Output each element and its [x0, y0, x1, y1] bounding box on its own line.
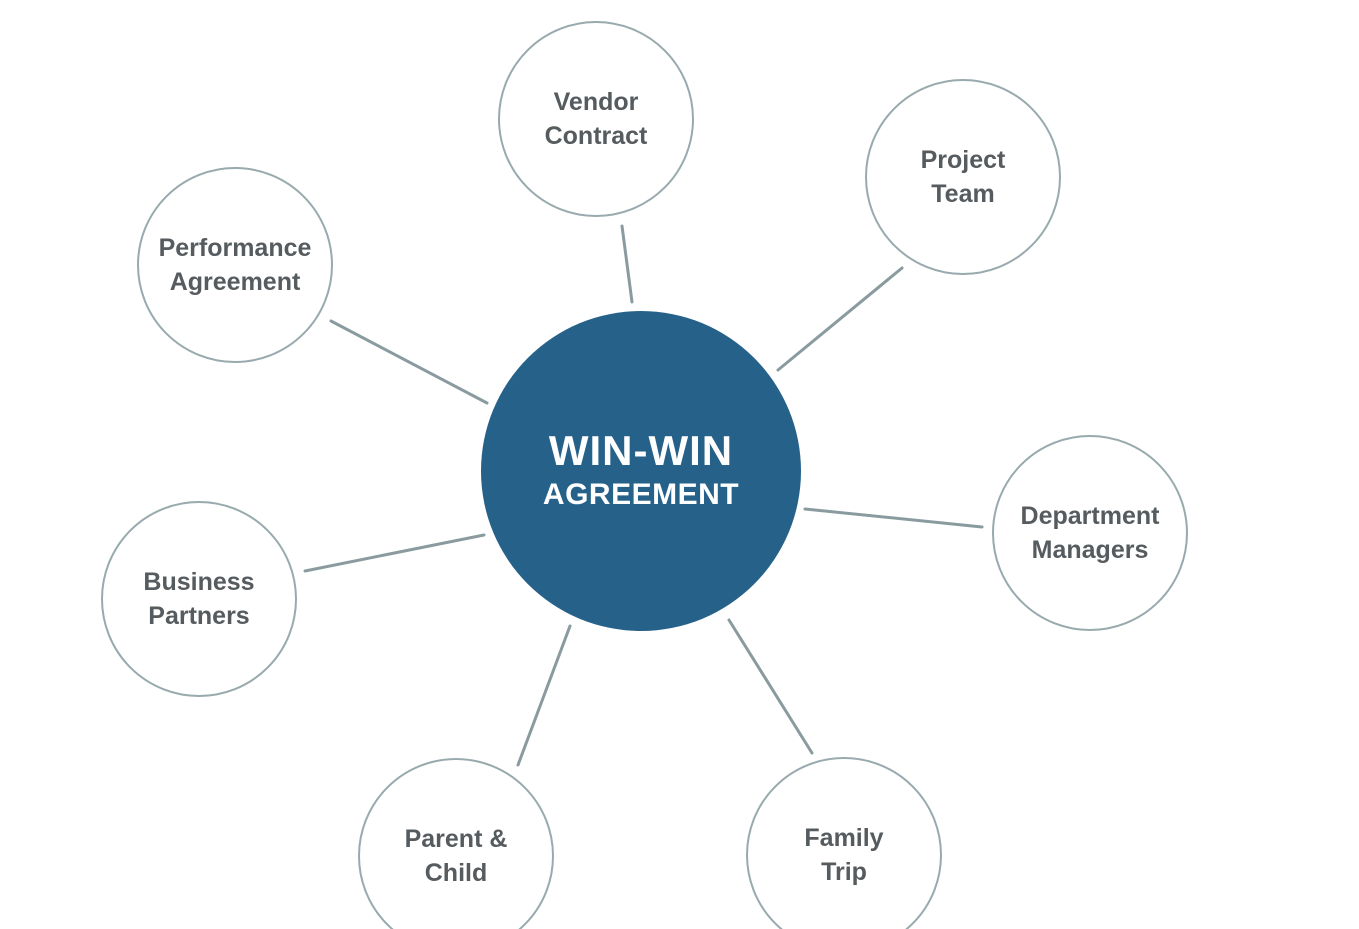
node-parent-child: Parent & Child — [358, 758, 554, 929]
node-label-line: Managers — [1031, 536, 1149, 564]
node-label-line: Family — [804, 824, 884, 852]
node-vendor-contract: Vendor Contract — [498, 21, 694, 217]
node-family-trip: Family Trip — [746, 757, 942, 929]
connector-project-team — [776, 266, 904, 372]
node-project-team: Project Team — [865, 79, 1061, 275]
connector-performance-agreement — [329, 319, 489, 405]
node-business-partners: Business Partners — [101, 501, 297, 697]
node-label-line: Trip — [821, 858, 867, 886]
node-label-line: Agreement — [169, 268, 301, 296]
node-label-line: Team — [931, 180, 995, 208]
node-label-line: Parent & — [404, 825, 508, 853]
hub-subtitle: AGREEMENT — [542, 478, 740, 511]
node-label-line: Project — [920, 146, 1006, 174]
hub-circle: WIN-WIN AGREEMENT — [481, 311, 801, 631]
node-label-line: Business — [143, 568, 255, 596]
node-label-line: Department — [1020, 502, 1160, 530]
hub-title: WIN-WIN — [548, 427, 734, 474]
node-label-line: Performance — [158, 234, 312, 262]
connector-business-partners — [303, 533, 486, 573]
node-label-line: Partners — [148, 602, 250, 630]
node-label-line: Contract — [544, 122, 648, 150]
node-performance-agreement: Performance Agreement — [137, 167, 333, 363]
connector-vendor-contract — [620, 224, 634, 304]
connector-department-managers — [803, 507, 984, 529]
connector-parent-child — [516, 624, 572, 767]
node-label-line: Child — [424, 859, 488, 887]
node-department-managers: Department Managers — [992, 435, 1188, 631]
connector-family-trip — [727, 618, 814, 755]
node-label-line: Vendor — [553, 88, 639, 116]
